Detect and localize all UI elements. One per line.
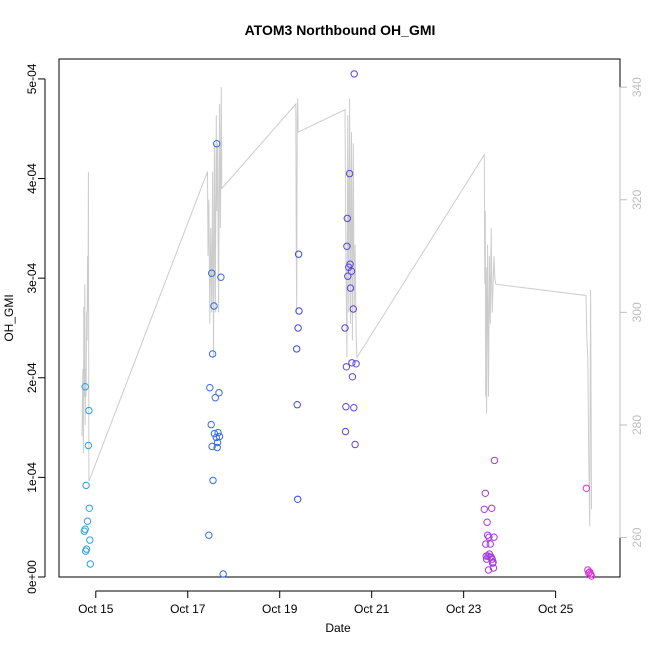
data-point bbox=[489, 564, 498, 572]
data-point bbox=[481, 489, 489, 497]
x-tick-label: Oct 17 bbox=[170, 602, 206, 616]
points-group bbox=[80, 70, 596, 580]
secondary-series-line-group bbox=[81, 87, 592, 527]
x-tick-label: Oct 19 bbox=[262, 602, 298, 616]
data-point bbox=[219, 570, 227, 578]
data-point bbox=[346, 260, 354, 268]
x-axis-label: Date bbox=[325, 621, 351, 635]
data-point bbox=[483, 531, 492, 539]
y-axis-right: 260 280 300 320 340 bbox=[619, 77, 644, 548]
data-point bbox=[295, 307, 303, 315]
data-point bbox=[217, 273, 225, 281]
y-tick-label: 3e-04 bbox=[25, 262, 39, 293]
data-point bbox=[215, 389, 223, 397]
data-point bbox=[587, 572, 596, 580]
data-point bbox=[343, 214, 351, 223]
secondary-series-line bbox=[81, 87, 592, 527]
data-point bbox=[490, 456, 499, 465]
data-point bbox=[214, 428, 222, 437]
data-point bbox=[342, 403, 350, 411]
data-point bbox=[294, 250, 303, 258]
data-point bbox=[211, 394, 220, 402]
data-point bbox=[344, 272, 352, 280]
data-point bbox=[343, 242, 351, 251]
data-point bbox=[351, 440, 359, 449]
chart-title: ATOM3 Northbound OH_GMI bbox=[245, 22, 436, 38]
data-point bbox=[486, 540, 494, 548]
x-tick-label: Oct 23 bbox=[446, 602, 482, 616]
data-point bbox=[209, 476, 217, 485]
y-tick-label: 2e-04 bbox=[25, 362, 39, 393]
data-point bbox=[81, 525, 89, 533]
data-point bbox=[213, 140, 221, 148]
data-point bbox=[210, 302, 218, 310]
y2-tick-label: 280 bbox=[630, 415, 644, 435]
y2-tick-label: 340 bbox=[630, 77, 644, 97]
data-point bbox=[82, 481, 90, 490]
data-point bbox=[215, 432, 224, 441]
x-tick-label: Oct 21 bbox=[354, 602, 390, 616]
data-point bbox=[208, 269, 216, 277]
data-point bbox=[208, 350, 217, 358]
y2-tick-label: 320 bbox=[630, 189, 644, 209]
data-point bbox=[85, 504, 94, 512]
y-tick-label: 0e+00 bbox=[25, 560, 39, 594]
data-point bbox=[341, 427, 350, 436]
data-point bbox=[349, 305, 357, 313]
data-point bbox=[346, 284, 355, 292]
data-point bbox=[293, 345, 301, 353]
y-axis-left: 0e+00 1e-04 2e-04 3e-04 4e-04 5e-04 bbox=[25, 63, 46, 594]
x-tick-label: Oct 25 bbox=[538, 602, 574, 616]
data-point bbox=[294, 324, 302, 332]
data-point bbox=[485, 533, 493, 541]
data-point bbox=[83, 517, 92, 525]
x-axis: Oct 15 Oct 17 Oct 19 Oct 21 Oct 23 Oct 25 bbox=[78, 590, 574, 616]
y-axis-label: OH_GMI bbox=[2, 294, 16, 341]
data-point bbox=[86, 560, 95, 568]
data-point bbox=[84, 441, 93, 450]
data-point bbox=[207, 420, 215, 429]
data-point bbox=[480, 505, 488, 513]
data-point bbox=[350, 404, 358, 412]
data-point bbox=[82, 545, 91, 553]
data-point bbox=[342, 363, 351, 371]
data-point bbox=[350, 70, 358, 78]
y2-tick-label: 260 bbox=[630, 527, 644, 547]
data-point bbox=[86, 536, 94, 544]
data-point bbox=[213, 443, 221, 452]
y-tick-label: 5e-04 bbox=[25, 63, 39, 94]
data-point bbox=[85, 406, 93, 415]
y-tick-label: 1e-04 bbox=[25, 462, 39, 493]
data-point bbox=[81, 383, 89, 391]
y-tick-label: 4e-04 bbox=[25, 163, 39, 194]
data-point bbox=[208, 442, 216, 451]
data-point bbox=[206, 384, 214, 392]
plot-frame bbox=[58, 58, 621, 578]
data-point bbox=[488, 504, 496, 512]
data-point bbox=[348, 359, 356, 367]
data-point bbox=[483, 518, 491, 526]
data-point bbox=[352, 360, 360, 368]
data-point bbox=[205, 531, 213, 539]
data-point bbox=[484, 566, 493, 574]
data-point bbox=[490, 533, 498, 541]
data-point bbox=[488, 555, 496, 563]
data-point bbox=[294, 495, 302, 503]
y2-tick-label: 300 bbox=[630, 302, 644, 322]
data-point bbox=[345, 169, 354, 178]
data-point bbox=[341, 324, 349, 332]
data-point bbox=[582, 484, 591, 492]
data-point bbox=[482, 540, 490, 548]
data-point bbox=[348, 373, 357, 381]
data-point bbox=[347, 267, 356, 275]
data-point bbox=[212, 433, 221, 442]
data-point bbox=[293, 401, 301, 409]
x-tick-label: Oct 15 bbox=[78, 602, 114, 616]
